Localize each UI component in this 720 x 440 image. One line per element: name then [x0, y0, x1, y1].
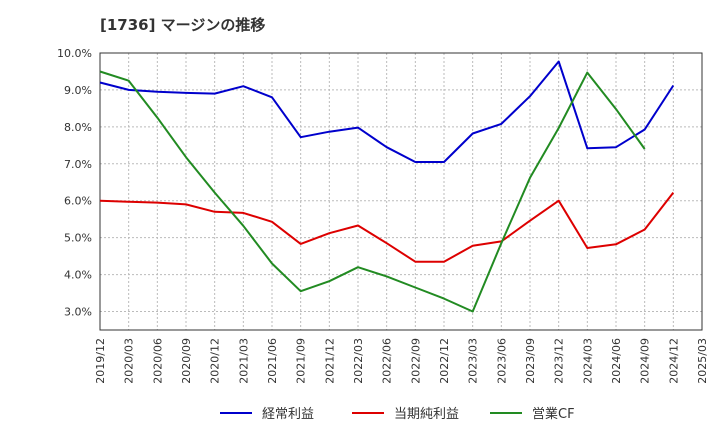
plot-area-border [99, 52, 703, 331]
x-axis-ticks: 2019/12 2020/03 2020/06 2020/09 2020/12 2021/… [94, 338, 709, 384]
x-tick-label: 2019/12 [94, 338, 107, 384]
x-tick-label: 2020/12 [209, 338, 222, 384]
x-tick-label: 2022/03 [352, 338, 365, 384]
x-tick-label: 2025/03 [696, 338, 709, 384]
x-tick-label: 2021/06 [266, 338, 279, 384]
x-tick-label: 2023/06 [495, 338, 508, 384]
x-tick-label: 2020/06 [151, 338, 164, 384]
y-tick-label: 8.0% [64, 121, 92, 134]
y-tick-label: 3.0% [64, 306, 92, 319]
legend-label: 経常利益 [262, 407, 314, 422]
y-tick-label: 6.0% [64, 195, 92, 208]
legend-label: 当期純利益 [394, 407, 459, 422]
y-tick-label: 7.0% [64, 158, 92, 171]
x-tick-label: 2023/09 [524, 338, 537, 384]
series-line [99, 191, 675, 263]
x-tick-label: 2024/12 [667, 338, 680, 384]
grid-lines [99, 52, 703, 330]
x-tick-label: 2023/03 [467, 338, 480, 384]
legend-label: 営業CF [532, 406, 575, 422]
y-tick-label: 4.0% [64, 269, 92, 282]
x-tick-label: 2024/09 [639, 338, 652, 384]
x-tick-label: 2023/12 [553, 338, 566, 384]
x-tick-label: 2024/03 [581, 338, 594, 384]
x-tick-label: 2021/03 [237, 338, 250, 384]
y-tick-label: 10.0% [57, 47, 92, 60]
series-lines [99, 60, 675, 313]
x-tick-label: 2021/09 [295, 338, 308, 384]
y-tick-label: 9.0% [64, 84, 92, 97]
x-tick-label: 2020/09 [180, 338, 193, 384]
x-tick-label: 2022/12 [438, 338, 451, 384]
x-tick-label: 2020/03 [123, 338, 136, 384]
legend: 経常利益 当期純利益 営業CF [220, 406, 575, 422]
x-tick-label: 2024/06 [610, 338, 623, 384]
chart-title: [1736] マージンの推移 [100, 16, 266, 34]
x-tick-label: 2021/12 [323, 338, 336, 384]
y-axis-ticks: 3.0% 4.0% 5.0% 6.0% 7.0% 8.0% 9.0% 10.0% [57, 47, 92, 319]
x-tick-label: 2022/09 [409, 338, 422, 384]
y-tick-label: 5.0% [64, 232, 92, 245]
series-line [99, 70, 646, 313]
series-line [99, 60, 675, 163]
x-tick-label: 2022/06 [381, 338, 394, 384]
